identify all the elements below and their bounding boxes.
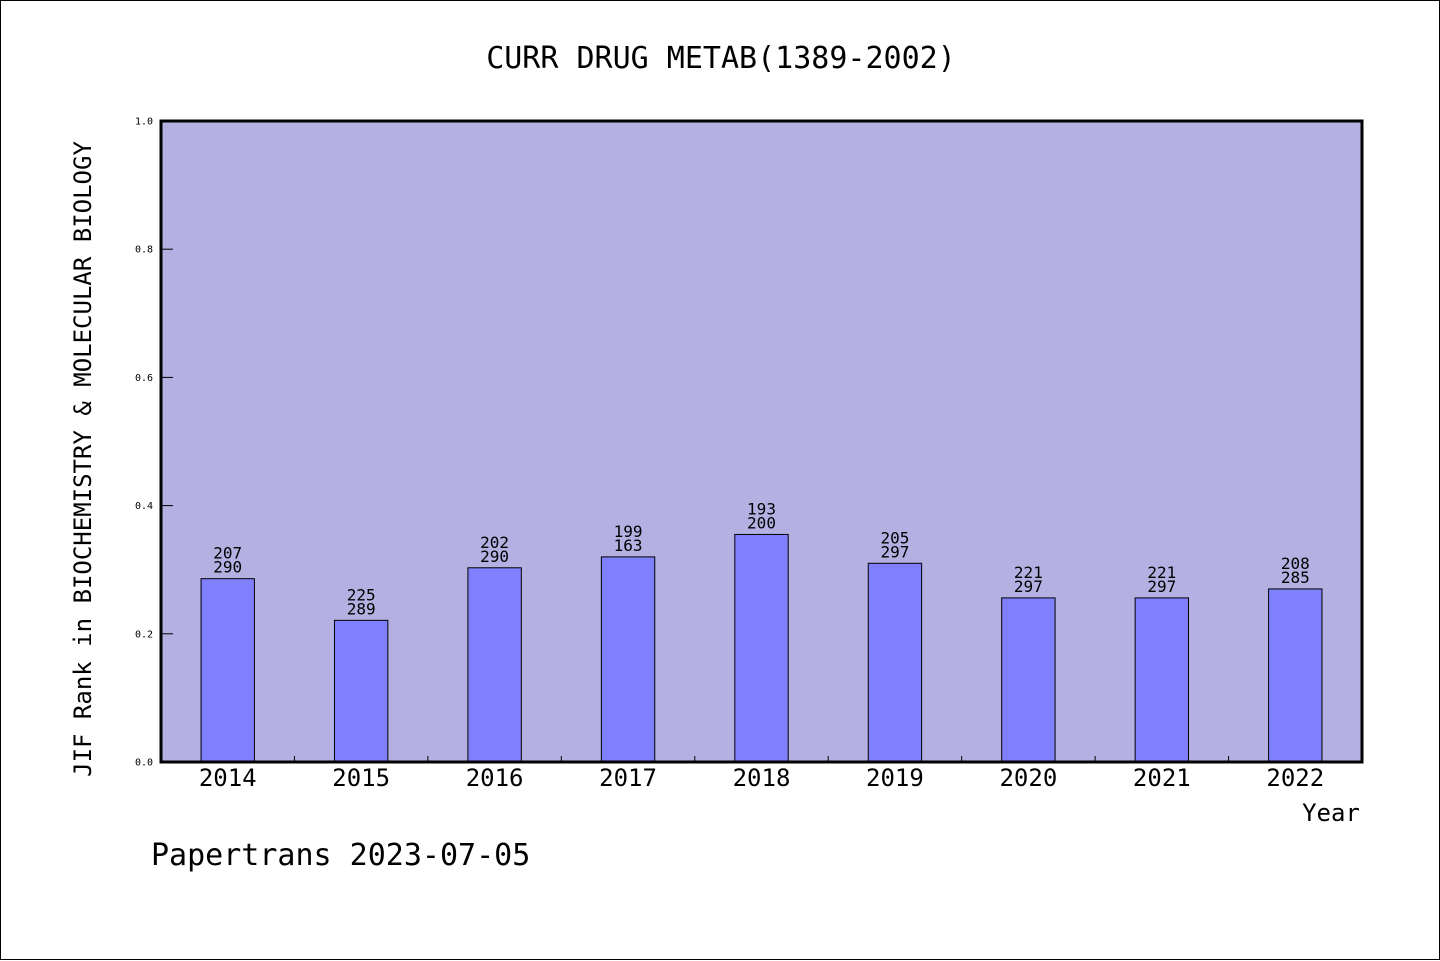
bar-label-lower: 163 bbox=[614, 536, 643, 555]
bar bbox=[867, 562, 923, 763]
y-tick-label: 0.8 bbox=[135, 245, 153, 256]
y-axis-label: JIF Rank in BIOCHEMISTRY & MOLECULAR BIO… bbox=[69, 141, 97, 777]
bar bbox=[734, 533, 789, 763]
y-tick-label: 0.4 bbox=[135, 501, 153, 512]
bar bbox=[200, 578, 255, 763]
bar-label-upper: 221 bbox=[1014, 563, 1043, 582]
plot-border bbox=[159, 119, 1364, 764]
bar-label-lower: 290 bbox=[480, 547, 509, 566]
bar-label-lower: 290 bbox=[213, 558, 242, 577]
x-tick-label: 2015 bbox=[332, 764, 390, 792]
y-tick-label: 0.6 bbox=[135, 373, 153, 384]
x-tick-label: 2018 bbox=[733, 764, 791, 792]
x-tick-label: 2014 bbox=[199, 764, 257, 792]
x-tick-label: 2020 bbox=[999, 764, 1057, 792]
bar bbox=[600, 556, 656, 763]
bar-label-upper: 221 bbox=[1147, 563, 1176, 582]
bar bbox=[333, 619, 389, 763]
bar bbox=[1268, 588, 1323, 763]
bar-label-upper: 205 bbox=[880, 528, 909, 547]
bar bbox=[1001, 597, 1056, 763]
bar-label-lower: 200 bbox=[747, 513, 776, 532]
bar-label-upper: 193 bbox=[747, 499, 776, 518]
bar-label-lower: 285 bbox=[1281, 568, 1310, 587]
chart-title: CURR DRUG METAB(1389-2002) bbox=[486, 41, 956, 76]
bar-label-lower: 297 bbox=[880, 542, 909, 561]
bar-label-upper: 202 bbox=[480, 533, 509, 552]
y-tick-label: 1.0 bbox=[135, 117, 153, 128]
bar-label-upper: 207 bbox=[213, 544, 242, 563]
x-tick-label: 2019 bbox=[866, 764, 924, 792]
bar-label-lower: 297 bbox=[1014, 577, 1043, 596]
bar-labels: 2072902252892022901991631932002052972212… bbox=[213, 499, 1309, 618]
bars bbox=[200, 533, 1323, 763]
y-tick-label: 0.2 bbox=[135, 629, 153, 640]
x-tick-label: 2022 bbox=[1266, 764, 1324, 792]
footer-text: Papertrans 2023-07-05 bbox=[151, 838, 530, 873]
bar-label-lower: 297 bbox=[1147, 577, 1176, 596]
x-tick-label: 2017 bbox=[599, 764, 657, 792]
bar-label-upper: 208 bbox=[1281, 554, 1310, 573]
bar-label-upper: 199 bbox=[614, 522, 643, 541]
bar-label-upper: 225 bbox=[347, 585, 376, 604]
bar-label-lower: 289 bbox=[347, 599, 376, 618]
bar bbox=[1134, 597, 1190, 763]
bar bbox=[467, 567, 522, 763]
x-tick-label: 2021 bbox=[1133, 764, 1191, 792]
x-axis: 2014 2015 2016 2017 2018 2019 2020 2021 2022 bbox=[199, 756, 1324, 792]
x-axis-label: Year bbox=[1302, 799, 1360, 827]
y-tick-label: 0.0 bbox=[135, 758, 153, 769]
x-tick-label: 2016 bbox=[466, 764, 524, 792]
